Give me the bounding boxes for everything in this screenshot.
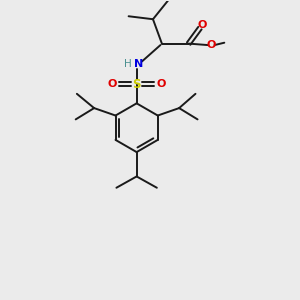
Text: N: N xyxy=(134,59,144,69)
Text: O: O xyxy=(107,79,117,89)
Text: O: O xyxy=(157,79,166,89)
Text: O: O xyxy=(197,20,206,30)
Text: H: H xyxy=(124,59,132,69)
Text: O: O xyxy=(207,40,216,50)
Text: S: S xyxy=(132,77,141,91)
